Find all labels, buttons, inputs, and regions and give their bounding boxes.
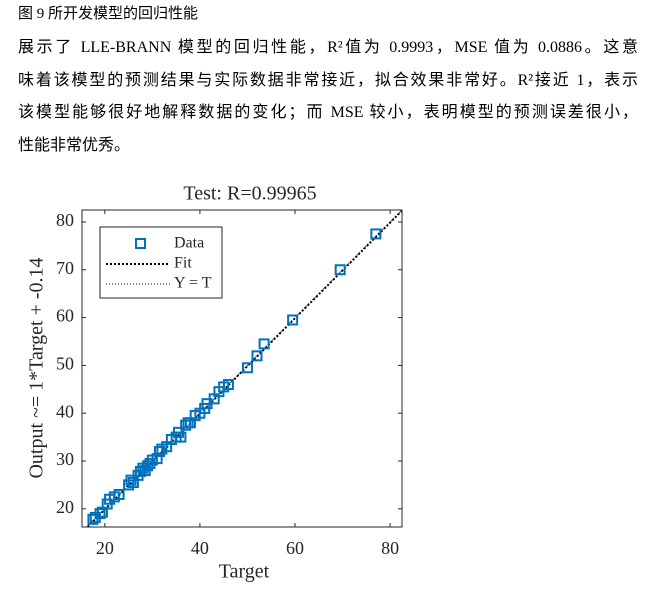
y-tick-label: 60	[56, 306, 74, 326]
data-point	[251, 350, 263, 362]
y-tick-label: 30	[56, 449, 74, 469]
plot-area	[86, 210, 402, 527]
y-tick-label: 40	[56, 401, 74, 421]
x-tick-label: 40	[191, 538, 209, 558]
text-line: 味着该模型的预测结果与实际数据非常接近，拟合效果非常好。R²接近 1，表示	[18, 71, 638, 89]
x-tick-label: 80	[381, 538, 399, 558]
y-tick-label: 70	[56, 258, 74, 278]
data-point	[94, 508, 106, 520]
legend-label: Data	[174, 235, 204, 252]
legend-marker	[135, 238, 146, 249]
data-point	[175, 431, 187, 443]
data-point	[258, 338, 270, 350]
y-tick-label: 80	[56, 210, 74, 230]
chart: Test: R=0.99965 Target Output ~= 1*Targe…	[26, 183, 403, 583]
paragraph: 展示了 LLE-BRANN 模型的回归性能，R²值为 0.9993，MSE 值为…	[18, 34, 638, 164]
text-line: 性能非常优秀。	[18, 136, 131, 154]
y-tick-label: 50	[56, 354, 74, 374]
x-axis-label: Target	[219, 561, 270, 583]
data-point	[222, 379, 234, 391]
data-point	[241, 362, 253, 374]
text-line: 展示了 LLE-BRANN 模型的回归性能，R²值为 0.9993，MSE 值为…	[18, 39, 638, 56]
data-point	[334, 264, 346, 276]
caption: 图 9 所开发模型的回归性能	[18, 6, 199, 22]
axes-box	[81, 209, 403, 528]
data-point	[87, 513, 99, 525]
data-point	[113, 488, 125, 500]
text-line: 该模型能够很好地解释数据的变化；而 MSE 较小，表明模型的预测误差很小，	[18, 104, 638, 121]
data-point	[370, 228, 382, 240]
legend-label: Fit	[174, 255, 192, 272]
legend-box	[99, 226, 223, 299]
legend-label: Y = T	[174, 275, 212, 292]
data-point	[287, 314, 299, 326]
chart-title: Test: R=0.99965	[183, 183, 316, 205]
y-axis-label: Output ~= 1*Target + -0.14	[26, 257, 48, 478]
x-tick-label: 60	[286, 538, 304, 558]
y-tick-label: 20	[56, 497, 74, 517]
x-tick-label: 20	[96, 538, 114, 558]
